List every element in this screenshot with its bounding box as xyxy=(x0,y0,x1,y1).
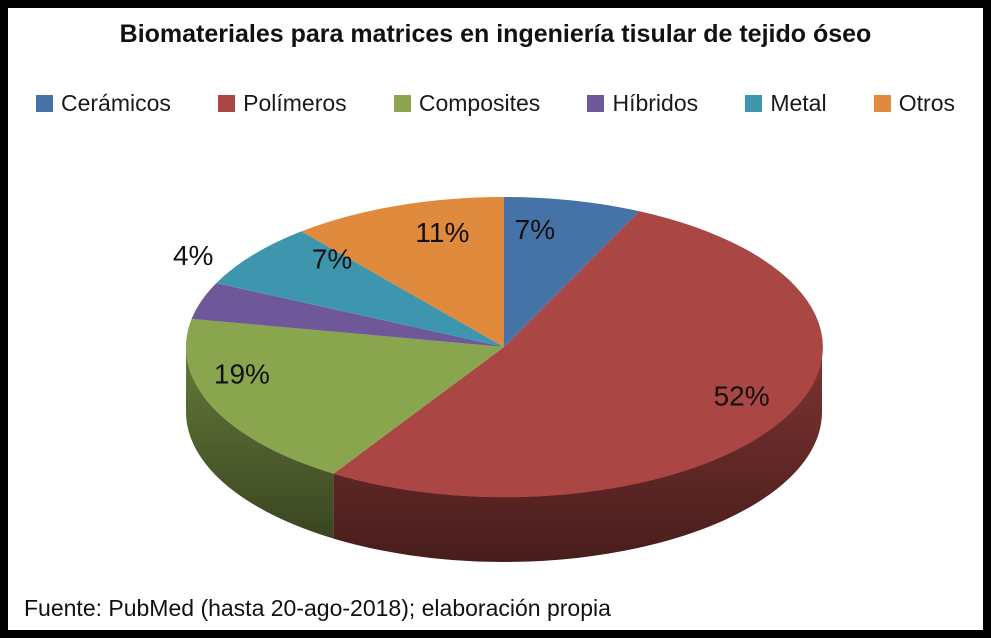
legend-label: Polímeros xyxy=(243,90,347,116)
pie-slice-wall-composites xyxy=(186,347,334,539)
legend-swatch-icon xyxy=(745,95,763,112)
pie-slice-wall-polimeros xyxy=(333,347,822,562)
legend-swatch-icon xyxy=(218,95,236,112)
legend-item-ceramicos: Cerámicos xyxy=(36,90,171,117)
legend-item-composites: Composites xyxy=(393,90,541,117)
pie-label-hibridos: 4% xyxy=(173,240,213,271)
pie-label-otros: 11% xyxy=(415,217,469,248)
legend-swatch-icon xyxy=(393,95,411,112)
pie-label-ceramicos: 7% xyxy=(515,214,555,245)
legend-label: Cerámicos xyxy=(61,90,171,116)
chart-title: Biomateriales para matrices en ingenierí… xyxy=(119,20,872,48)
legend-item-polimeros: Polímeros xyxy=(218,90,347,117)
legend-swatch-icon xyxy=(873,95,891,112)
pie-chart: 7% 52% 19% 4% 7% 11% xyxy=(173,197,823,562)
pie-label-metal: 7% xyxy=(312,243,352,274)
legend-label: Otros xyxy=(898,90,955,116)
legend: Cerámicos Polímeros Composites Híbridos Meta… xyxy=(8,90,983,117)
pie-label-composites: 19% xyxy=(214,358,270,389)
legend-item-otros: Otros xyxy=(873,90,955,117)
legend-item-metal: Metal xyxy=(745,90,827,117)
pie-slice-composites xyxy=(185,318,505,474)
legend-swatch-icon xyxy=(587,95,605,112)
pie-slice-ceramicos xyxy=(504,197,640,347)
legend-swatch-icon xyxy=(36,95,53,112)
legend-label: Híbridos xyxy=(612,90,699,116)
pie-slice-polimeros xyxy=(333,211,823,498)
legend-label: Composites xyxy=(418,90,541,116)
pie-slice-hibridos xyxy=(191,283,504,347)
legend-item-hibridos: Híbridos xyxy=(587,90,698,117)
pie-slice-metal xyxy=(216,231,505,347)
chart-area: Biomateriales para matrices en ingenierí… xyxy=(8,8,983,630)
pie-slice-otros xyxy=(301,197,504,347)
pie-label-polimeros: 52% xyxy=(714,381,770,412)
source-note: Fuente: PubMed (hasta 20-ago-2018); elab… xyxy=(24,595,611,621)
legend-label: Metal xyxy=(770,90,827,116)
